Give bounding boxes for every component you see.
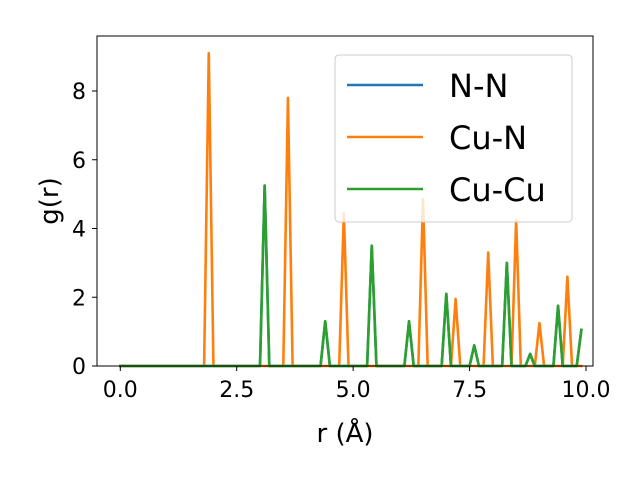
legend: N-N Cu-N Cu-Cu	[334, 54, 573, 223]
x-axis-label: r (Å)	[316, 417, 373, 449]
legend-label-cu-n: Cu-N	[449, 119, 527, 157]
y-tick-label: 0	[72, 355, 86, 380]
legend-label-cu-cu: Cu-Cu	[449, 171, 546, 209]
x-axis: 0.0 2.5 5.0 7.5 10.0	[103, 366, 611, 403]
x-tick-label: 5.0	[336, 378, 371, 403]
y-tick-label: 8	[72, 80, 86, 105]
y-axis: 0 2 4 6 8	[72, 80, 97, 380]
plot-frame	[96, 35, 594, 367]
y-tick-label: 2	[72, 286, 86, 311]
legend-label-n-n: N-N	[449, 67, 508, 105]
x-tick-label: 2.5	[219, 378, 254, 403]
x-tick-label: 0.0	[103, 378, 138, 403]
y-tick-label: 4	[72, 218, 86, 243]
y-tick-label: 6	[72, 149, 86, 174]
x-tick-label: 10.0	[562, 378, 611, 403]
x-tick-label: 7.5	[452, 378, 487, 403]
legend-items: N-N Cu-N Cu-Cu	[347, 67, 546, 209]
legend-box	[334, 54, 573, 223]
y-axis-label: g(r)	[35, 177, 65, 224]
